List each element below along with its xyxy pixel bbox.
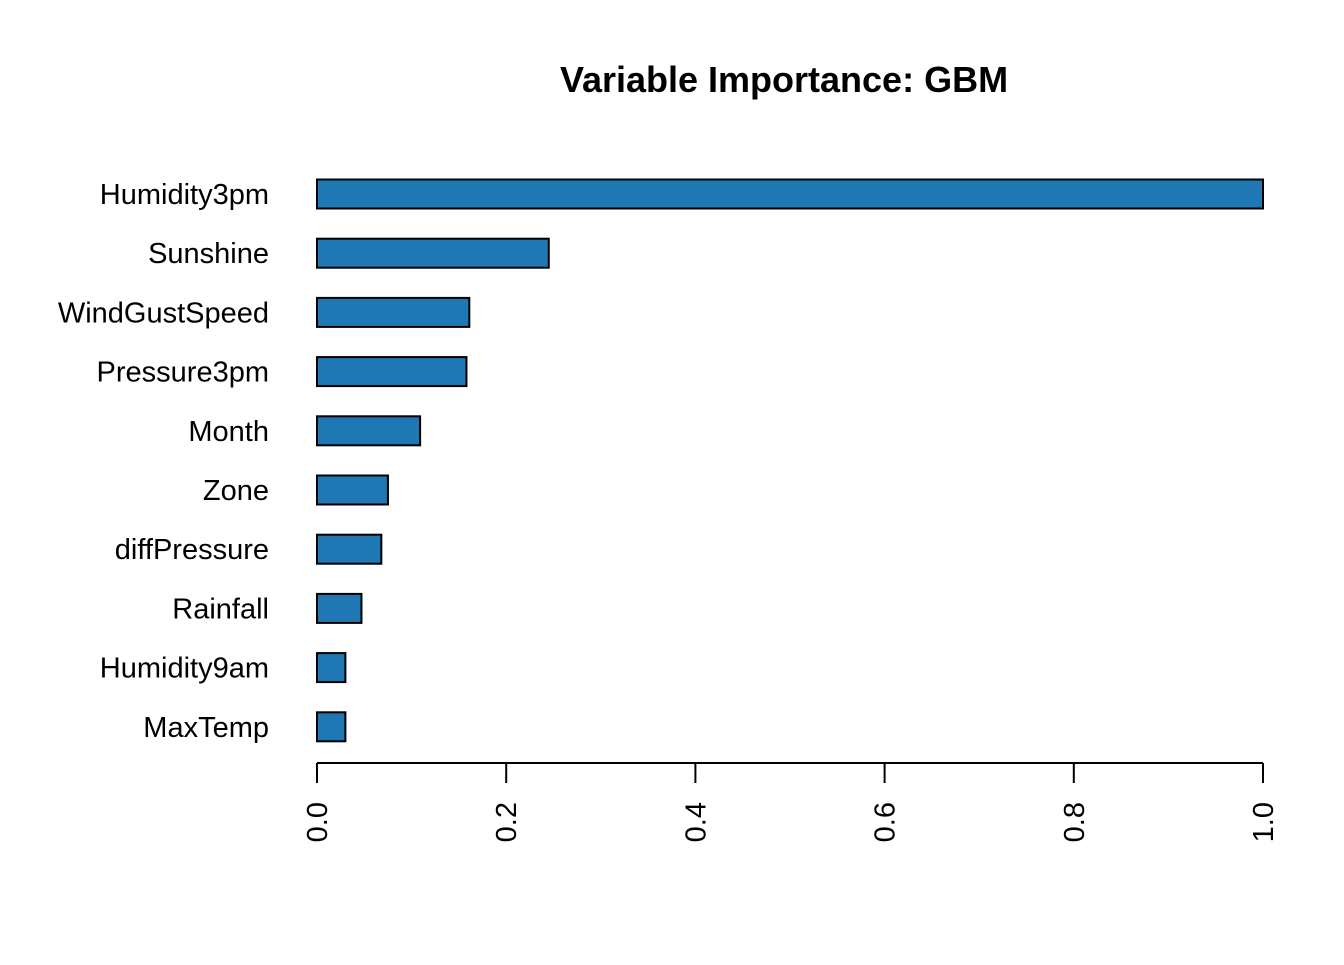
- category-label: Rainfall: [172, 593, 269, 625]
- category-label: MaxTemp: [143, 712, 269, 744]
- x-tick-label: 0.0: [302, 802, 334, 842]
- bar-Sunshine: [316, 237, 550, 269]
- bar-MaxTemp: [316, 711, 347, 743]
- category-label: Zone: [203, 475, 269, 507]
- bar-Humidity9am: [316, 652, 347, 684]
- bar-Humidity3pm: [316, 178, 1264, 210]
- bar-diffPressure: [316, 533, 383, 565]
- category-label: Pressure3pm: [97, 357, 269, 389]
- category-labels-group: Humidity3pm Sunshine WindGustSpeed Pressure…: [58, 179, 269, 744]
- x-axis: 0.0 0.2 0.4 0.6 0.8 1.0: [302, 762, 1280, 842]
- x-tick-label: 0.4: [680, 802, 712, 842]
- x-tick-label: 0.6: [870, 802, 902, 842]
- category-label: Humidity3pm: [100, 179, 269, 211]
- bar-Pressure3pm: [316, 356, 468, 388]
- bar-WindGustSpeed: [316, 296, 471, 328]
- x-tick-label: 0.2: [491, 802, 523, 842]
- category-label: Month: [188, 416, 269, 448]
- category-label: Sunshine: [148, 238, 269, 270]
- chart-title: Variable Importance: GBM: [560, 59, 1008, 100]
- category-label: Humidity9am: [100, 653, 269, 685]
- bar-Rainfall: [316, 592, 363, 624]
- x-tick-label: 0.8: [1059, 802, 1091, 842]
- category-label: diffPressure: [115, 534, 269, 566]
- bar-Month: [316, 415, 422, 447]
- bars-group: [316, 178, 1264, 743]
- x-tick-label: 1.0: [1248, 802, 1280, 842]
- bar-Zone: [316, 474, 389, 506]
- category-label: WindGustSpeed: [58, 297, 269, 329]
